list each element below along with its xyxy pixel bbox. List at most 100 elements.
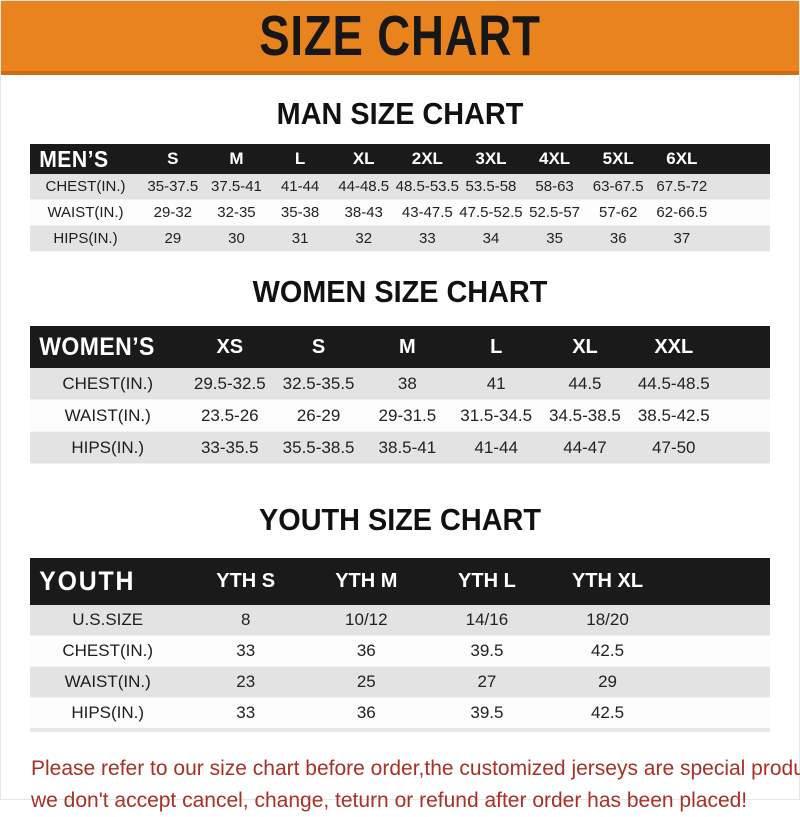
table-row: HIPS(IN.) 33-35.5 35.5-38.5 38.5-41 41-44 44-… (30, 431, 770, 464)
size-value-cell: 48.5-53.5 (395, 174, 460, 200)
size-value-cell: 41-44 (451, 431, 541, 464)
table-row: U.S.SIZE 8 10/12 14/16 18/20 (30, 605, 770, 636)
size-chart-banner: SIZE CHART (1, 1, 799, 75)
men-group-label-text: MEN’S (39, 145, 109, 172)
measurement-row-label: CHEST(IN.) (30, 368, 186, 400)
men-size-chart-title: MAN SIZE CHART (276, 96, 524, 131)
size-value-cell: 38.5-41 (362, 431, 452, 464)
size-column-header: 3XL (459, 144, 523, 174)
size-value-cell: 37.5-41 (204, 174, 269, 200)
disclaimer-note: Please refer to our size chart before or… (1, 732, 800, 817)
size-value-cell: 35-37.5 (141, 174, 205, 200)
men-size-table-wrap: MEN’S S M L XL 2XL 3XL 4XL 5XL 6XL CHEST(IN.) 35-37… (30, 129, 770, 252)
size-value-cell: 38 (362, 368, 452, 400)
size-column-header: 2XL (395, 144, 460, 174)
size-column-header: S (141, 144, 205, 174)
size-value-cell: 38-43 (331, 199, 396, 226)
women-group-label: WOMEN’S (30, 326, 186, 368)
size-value-cell: 57-62 (586, 199, 651, 226)
youth-size-table: YOUTH YTH S YTH M YTH L YTH XL U.S.SIZE 8 10/12… (30, 558, 770, 732)
size-value-cell: 42.5 (547, 697, 668, 731)
size-value-cell: 39.5 (426, 697, 548, 731)
measurement-row-label: HIPS(IN.) (30, 225, 142, 252)
size-value-cell: 29-32 (141, 199, 205, 226)
table-row: HIPS(IN.) 33 36 39.5 42.5 (30, 697, 770, 731)
size-value-cell: 30 (204, 225, 269, 252)
size-value-cell: 36 (586, 225, 651, 252)
row-spacer (718, 368, 770, 400)
size-value-cell: 29 (547, 666, 668, 698)
size-value-cell: 34 (459, 225, 523, 252)
women-header-row: WOMEN’S XS S M L XL XXL (30, 326, 770, 368)
women-size-table: WOMEN’S XS S M L XL XXL CHEST(IN.) 29.5-32.5 32.5… (30, 326, 770, 464)
size-value-cell: 47.5-52.5 (459, 199, 523, 226)
women-size-chart-title: WOMEN SIZE CHART (252, 274, 548, 309)
table-row: CHEST(IN.) 33 36 39.5 42.5 (30, 635, 770, 667)
size-value-cell: 52.5-57 (522, 199, 587, 226)
size-value-cell: 35.5-38.5 (274, 431, 363, 464)
size-column-header: YTH M (306, 558, 427, 605)
row-spacer (718, 399, 770, 432)
size-value-cell: 44-47 (540, 431, 630, 464)
women-size-table-wrap: WOMEN’S XS S M L XL XXL CHEST(IN.) 29.5-32.5 32.5… (30, 307, 770, 464)
size-column-header: YTH L (426, 558, 548, 605)
size-value-cell: 33 (185, 635, 306, 667)
size-value-cell: 67.5-72 (650, 174, 714, 200)
men-size-table: MEN’S S M L XL 2XL 3XL 4XL 5XL 6XL CHEST(IN.) 35-37… (30, 144, 770, 252)
size-value-cell: 29.5-32.5 (185, 368, 275, 400)
size-column-header: L (451, 326, 541, 368)
size-value-cell: 36 (306, 697, 427, 731)
size-column-header: 6XL (650, 144, 714, 174)
row-spacer (667, 635, 770, 667)
header-spacer (667, 558, 770, 605)
disclaimer-line-1: Please refer to our size chart before or… (31, 757, 800, 780)
measurement-row-label: HIPS(IN.) (30, 431, 186, 464)
size-value-cell: 43-47.5 (395, 199, 460, 226)
table-row: WAIST(IN.) 23.5-26 26-29 29-31.5 31.5-34.5 34… (30, 399, 770, 432)
measurement-row-label: U.S.SIZE (30, 605, 186, 636)
size-chart-title: SIZE CHART (259, 3, 541, 68)
size-value-cell: 41 (451, 368, 541, 400)
size-value-cell: 41-44 (268, 174, 332, 200)
size-column-header: YTH XL (547, 558, 668, 605)
size-column-header: L (268, 144, 332, 174)
size-value-cell: 33-35.5 (185, 431, 275, 464)
size-value-cell: 31 (268, 225, 332, 252)
header-spacer (718, 326, 770, 368)
size-value-cell: 32.5-35.5 (274, 368, 363, 400)
size-value-cell: 63-67.5 (586, 174, 651, 200)
size-value-cell: 35-38 (268, 199, 332, 226)
row-spacer (667, 697, 770, 731)
row-spacer (667, 666, 770, 698)
size-value-cell: 62-66.5 (650, 199, 714, 226)
size-value-cell: 37 (650, 225, 714, 252)
youth-group-label-text: YOUTH (39, 566, 136, 596)
size-value-cell: 39.5 (426, 635, 548, 667)
size-column-header: XL (540, 326, 630, 368)
size-column-header: S (274, 326, 363, 368)
size-value-cell: 10/12 (306, 605, 427, 636)
table-row: HIPS(IN.) 29 30 31 32 33 34 35 36 37 (30, 225, 770, 252)
size-value-cell: 44.5 (540, 368, 630, 400)
size-value-cell: 29-31.5 (362, 399, 452, 432)
size-value-cell: 29 (141, 225, 205, 252)
measurement-row-label: HIPS(IN.) (30, 697, 186, 731)
size-value-cell: 32-35 (204, 199, 269, 226)
row-spacer (713, 199, 770, 226)
size-value-cell: 36 (306, 635, 427, 667)
table-row: CHEST(IN.) 35-37.5 37.5-41 41-44 44-48.5 48.5… (30, 174, 770, 200)
men-group-label: MEN’S (30, 144, 142, 174)
size-value-cell: 44.5-48.5 (629, 368, 719, 400)
size-value-cell: 47-50 (629, 431, 719, 464)
size-value-cell: 25 (306, 666, 427, 698)
measurement-row-label: CHEST(IN.) (30, 635, 186, 667)
row-spacer (713, 225, 770, 252)
table-row: CHEST(IN.) 29.5-32.5 32.5-35.5 38 41 44.5 44.5… (30, 368, 770, 400)
size-column-header: M (204, 144, 269, 174)
size-value-cell: 33 (395, 225, 460, 252)
header-spacer (713, 144, 770, 174)
size-value-cell: 32 (331, 225, 396, 252)
disclaimer-line-2: we don't accept cancel, change, teturn o… (31, 789, 748, 812)
size-value-cell: 33 (185, 697, 306, 731)
size-value-cell: 38.5-42.5 (629, 399, 719, 432)
